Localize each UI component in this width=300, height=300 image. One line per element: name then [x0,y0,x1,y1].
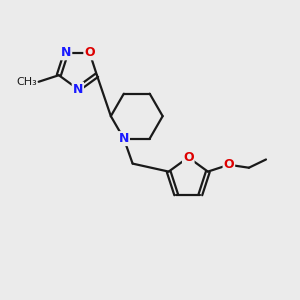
Text: O: O [84,46,95,59]
Text: N: N [118,132,129,145]
Text: O: O [224,158,234,171]
Text: N: N [73,82,83,95]
Text: CH₃: CH₃ [16,77,37,87]
Text: O: O [183,151,194,164]
Text: N: N [61,46,71,59]
